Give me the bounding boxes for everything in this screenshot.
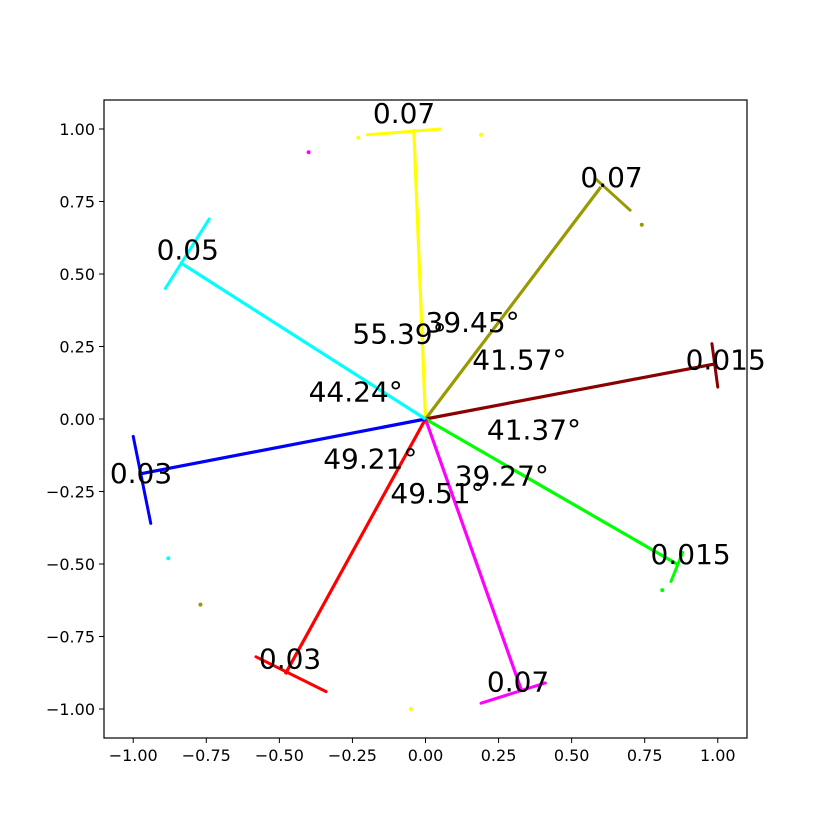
x-tick-label-7: 0.75	[627, 746, 663, 765]
x-tick-label-5: 0.25	[481, 746, 517, 765]
scatter-point-0-1	[479, 132, 484, 137]
scatter-point-3-0	[660, 588, 665, 593]
arc-value-label-2: 0.015	[686, 344, 766, 377]
y-tick-label-3: 0.25	[59, 338, 95, 357]
angle-label-6: 39.27°	[455, 460, 549, 493]
scatter-point-0-0	[356, 135, 361, 140]
scatter-point-0-2	[408, 707, 413, 711]
y-tick-label-0: 1.00	[59, 120, 95, 139]
y-tick-label-2: 0.50	[59, 265, 95, 284]
arc-tick-7	[163, 217, 211, 290]
x-tick-label-1: −0.75	[182, 746, 231, 765]
arc-tick-6	[131, 434, 153, 525]
y-tick-label-8: −1.00	[46, 700, 95, 719]
ray-layer	[131, 127, 720, 711]
x-tick-label-4: 0.00	[408, 746, 444, 765]
arc-tick-4	[479, 681, 547, 705]
y-tick-label-6: −0.50	[46, 555, 95, 574]
arc-value-label-0: 0.07	[373, 97, 435, 130]
y-tick-label-1: 0.75	[59, 193, 95, 212]
angle-label-5: 49.21°	[323, 442, 417, 475]
arc-tick-2	[710, 342, 720, 389]
x-tick-label-2: −0.50	[255, 746, 304, 765]
y-tick-label-4: 0.00	[59, 410, 95, 429]
ray-line-6	[138, 417, 426, 476]
arc-tick-3	[669, 550, 685, 583]
arc-value-label-6: 0.03	[110, 457, 172, 490]
ray-line-4	[423, 418, 524, 693]
tick-layer: −1.00 −0.75 −0.50 −0.25 0.00 0.25 0.50 0.75 1.00…	[46, 120, 736, 765]
arc-value-label-3: 0.015	[651, 538, 731, 571]
scatter-point-4-0	[306, 150, 311, 155]
arc-value-label-1: 0.07	[580, 161, 642, 194]
ray-line-7	[179, 261, 427, 421]
angle-label-3: 44.24°	[309, 376, 403, 409]
angle-label-7: 49.51°	[390, 477, 484, 510]
angle-label-1: 39.45°	[426, 306, 520, 339]
arc-tick-5	[254, 655, 328, 694]
x-tick-label-3: −0.25	[328, 746, 377, 765]
arc-tick-1	[593, 176, 632, 212]
arc-value-label-5: 0.03	[259, 642, 321, 675]
x-tick-label-8: 1.00	[700, 746, 736, 765]
angle-label-0: 55.39°	[352, 318, 446, 351]
x-tick-label-6: 0.50	[554, 746, 590, 765]
angle-label-4: 41.37°	[487, 413, 581, 446]
ray-line-3	[424, 417, 678, 566]
arc-value-label-7: 0.05	[157, 234, 219, 267]
x-tick-label-0: −1.00	[109, 746, 158, 765]
ray-line-1	[424, 186, 603, 420]
ray-line-2	[425, 362, 716, 421]
label-layer: 0.07 0.07 0.015 0.015 0.07 0.03 0.03 0.05 55.39°…	[110, 97, 766, 698]
ray-line-0	[412, 128, 428, 420]
scatter-point-7-0	[166, 556, 171, 561]
ray-line-5	[283, 418, 427, 675]
scatter-point-1-1	[198, 602, 203, 607]
angle-label-2: 41.57°	[472, 344, 566, 377]
arc-value-label-4: 0.07	[487, 666, 549, 699]
y-tick-label-5: −0.25	[46, 483, 95, 502]
arc-tick-0	[365, 127, 442, 137]
scatter-point-1-0	[639, 222, 644, 227]
y-tick-label-7: −0.75	[46, 628, 95, 647]
